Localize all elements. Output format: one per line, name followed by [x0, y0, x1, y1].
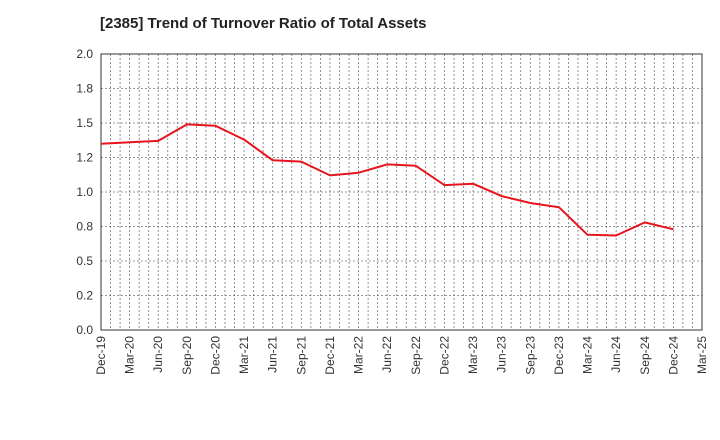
y-tick-label: 0.0 [76, 323, 93, 337]
x-tick-label: Sep-22 [409, 336, 423, 375]
x-tick-label: Sep-23 [523, 336, 537, 375]
x-tick-label: Sep-24 [638, 336, 652, 375]
x-tick-label: Mar-22 [352, 336, 366, 374]
y-tick-label: 1.0 [76, 185, 93, 199]
x-tick-label: Dec-20 [208, 336, 222, 375]
x-tick-label: Sep-20 [180, 336, 194, 375]
grid [101, 53, 702, 330]
x-tick-label: Dec-24 [666, 336, 680, 375]
series-layer [100, 123, 674, 237]
tick-labels: 0.0 0.2 0.5 0.8 1.0 1.2 1.5 1.8 2.0 Dec-19 Mar-20 J… [76, 47, 709, 375]
x-tick-label: Mar-23 [466, 336, 480, 374]
y-tick-label: 0.8 [76, 220, 93, 234]
chart-title: [2385] Trend of Turnover Ratio of Total … [100, 15, 427, 32]
y-tick-label: 0.5 [76, 254, 93, 268]
x-tick-label: Jun-22 [380, 336, 394, 373]
y-tick-label: 1.2 [76, 151, 93, 165]
x-tick-label: Dec-19 [94, 336, 108, 375]
x-tick-label: Jun-23 [495, 336, 509, 373]
plot-frame [100, 53, 703, 331]
x-tick-label: Dec-23 [552, 336, 566, 375]
y-tick-label: 1.8 [76, 82, 93, 96]
axes [100, 53, 703, 331]
x-tick-label: Dec-22 [437, 336, 451, 375]
x-tick-label: Jun-21 [266, 336, 280, 373]
x-tick-label: Mar-25 [695, 336, 709, 374]
y-tick-label: 2.0 [76, 47, 93, 61]
x-tick-label: Jun-24 [609, 336, 623, 373]
x-tick-label: Jun-20 [151, 336, 165, 373]
x-tick-label: Sep-21 [294, 336, 308, 375]
x-tick-label: Mar-21 [237, 336, 251, 374]
y-tick-label: 0.2 [76, 289, 93, 303]
x-tick-label: Mar-24 [581, 336, 595, 374]
y-tick-label: 1.5 [76, 116, 93, 130]
x-tick-label: Mar-20 [123, 336, 137, 374]
x-tick-label: Dec-21 [323, 336, 337, 375]
